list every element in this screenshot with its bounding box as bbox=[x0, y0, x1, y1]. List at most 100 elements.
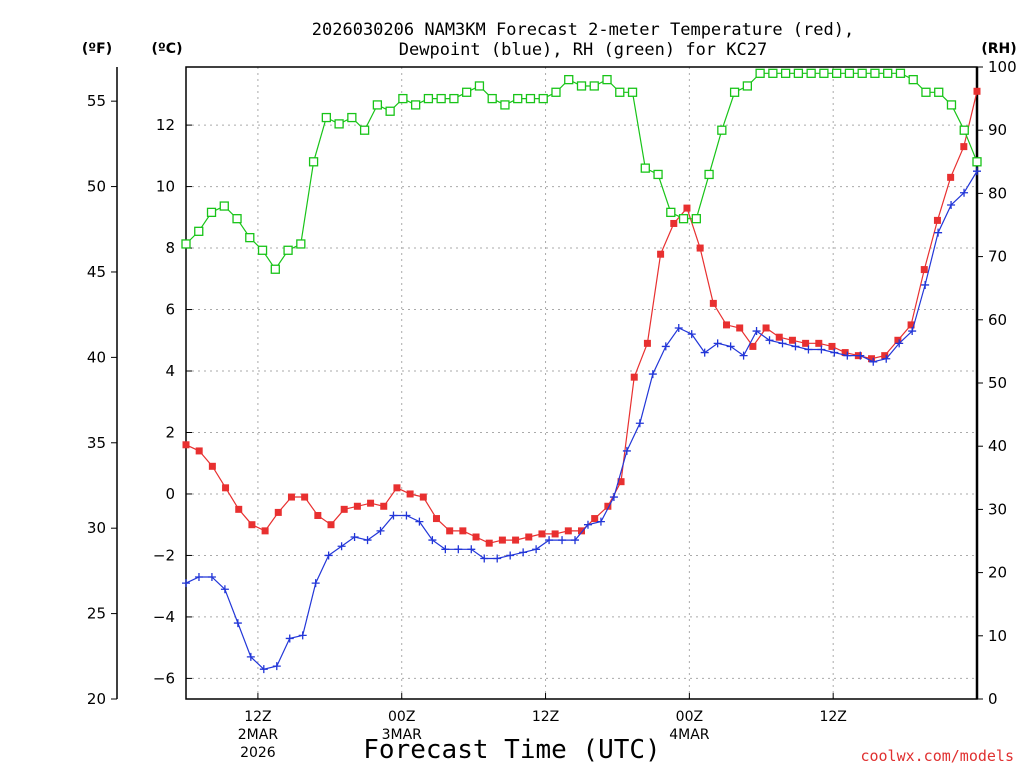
temperature-point bbox=[775, 333, 783, 341]
rh-tick-label: 0 bbox=[988, 690, 998, 708]
temperature-point bbox=[723, 321, 731, 329]
rh-point bbox=[551, 87, 561, 97]
dewpoint-point bbox=[609, 493, 618, 502]
temperature-point bbox=[340, 505, 348, 513]
rh-tick-label: 20 bbox=[988, 564, 1007, 582]
dewpoint-point bbox=[207, 572, 216, 581]
rh-point bbox=[219, 201, 229, 211]
rh-point bbox=[500, 100, 510, 110]
temperature-point bbox=[301, 493, 309, 501]
rh-point bbox=[870, 68, 880, 78]
rh-tick-label: 10 bbox=[988, 627, 1007, 645]
celsius-unit-label: (ºC) bbox=[152, 41, 183, 57]
temperature-point bbox=[643, 339, 651, 347]
rh-point bbox=[525, 93, 536, 104]
dewpoint-point bbox=[571, 536, 580, 545]
credit-text: coolwx.com/models bbox=[860, 747, 1014, 765]
rh-point bbox=[742, 81, 753, 91]
rh-point bbox=[883, 68, 893, 78]
x-date-label: 2MAR bbox=[238, 727, 279, 743]
temperature-point bbox=[182, 441, 190, 449]
f-tick-label: 25 bbox=[87, 605, 106, 623]
dewpoint-point bbox=[596, 517, 605, 526]
rh-point bbox=[768, 68, 778, 78]
rh-point bbox=[934, 87, 944, 97]
temperature-point bbox=[604, 502, 612, 510]
plot-frame bbox=[185, 66, 978, 700]
temperature-point bbox=[512, 536, 520, 544]
series-temperature bbox=[182, 87, 981, 547]
temperature-point bbox=[459, 527, 467, 535]
temperature-point bbox=[380, 502, 388, 510]
rh-point bbox=[513, 93, 523, 104]
dewpoint-point bbox=[973, 167, 981, 176]
temperature-point bbox=[261, 527, 269, 535]
rh-point bbox=[615, 87, 625, 97]
rh-point bbox=[576, 81, 587, 91]
dewpoint-point bbox=[674, 323, 683, 332]
rh-point bbox=[666, 207, 676, 218]
temperature-point bbox=[367, 499, 375, 507]
f-tick-label: 55 bbox=[87, 92, 106, 110]
rh-point bbox=[832, 68, 842, 78]
x-date-label: 3MAR bbox=[382, 727, 423, 743]
dewpoint-point bbox=[856, 351, 865, 360]
rh-point bbox=[780, 68, 791, 78]
dewpoint-point bbox=[350, 533, 359, 542]
temperature-point bbox=[591, 515, 599, 523]
rh-point bbox=[206, 207, 217, 218]
dewpoint-point bbox=[415, 517, 424, 526]
dewpoint-point bbox=[441, 545, 450, 554]
data-series bbox=[181, 68, 982, 674]
temperature-point bbox=[947, 173, 955, 181]
rh-point bbox=[487, 93, 497, 104]
rh-tick-label: 80 bbox=[988, 184, 1007, 202]
c-tick-label: 6 bbox=[165, 301, 175, 319]
series-dewpoint bbox=[182, 167, 981, 674]
temperature-point bbox=[617, 478, 625, 486]
c-tick-label: 0 bbox=[165, 485, 175, 503]
dewpoint-point bbox=[182, 579, 190, 588]
rh-point bbox=[423, 93, 434, 104]
temperature-point bbox=[736, 324, 744, 332]
dewpoint-point bbox=[739, 351, 748, 360]
temperature-point bbox=[683, 204, 691, 212]
rh-point bbox=[347, 112, 357, 123]
x-year-label: 2026 bbox=[240, 745, 276, 761]
temperature-point bbox=[248, 521, 256, 529]
dewpoint-point bbox=[713, 339, 722, 348]
dewpoint-point bbox=[960, 188, 969, 197]
rh-point bbox=[449, 93, 459, 104]
c-tick-label: 12 bbox=[156, 116, 175, 134]
rh-point bbox=[232, 214, 242, 224]
dewpoint-point bbox=[480, 554, 489, 563]
rh-point bbox=[627, 87, 638, 97]
rh-point bbox=[589, 81, 599, 91]
temperature-point bbox=[973, 87, 981, 95]
dewpoint-point bbox=[700, 348, 709, 357]
chart-title-line-2: Dewpoint (blue), RH (green) for KC27 bbox=[399, 40, 767, 60]
rh-point bbox=[245, 232, 255, 243]
rh-point bbox=[410, 100, 421, 110]
rh-point bbox=[436, 93, 446, 104]
temperature-point bbox=[393, 484, 401, 492]
rh-tick-label: 30 bbox=[988, 500, 1007, 518]
rh-point bbox=[334, 119, 344, 129]
dewpoint-point bbox=[765, 336, 774, 345]
dewpoint-point bbox=[324, 551, 333, 560]
f-tick-label: 45 bbox=[87, 263, 106, 281]
c-tick-label: −2 bbox=[153, 546, 175, 564]
dewpoint-point bbox=[376, 526, 385, 535]
rh-tick-label: 50 bbox=[988, 374, 1007, 392]
dewpoint-point bbox=[648, 370, 657, 379]
temperature-point bbox=[841, 349, 849, 357]
temperature-point bbox=[235, 505, 243, 513]
temperature-point bbox=[828, 342, 836, 350]
dewpoint-point bbox=[882, 354, 891, 363]
rh-point bbox=[959, 125, 969, 135]
rh-point bbox=[921, 87, 931, 97]
dewpoint-point bbox=[687, 330, 696, 339]
rh-point bbox=[844, 68, 855, 78]
rh-point bbox=[538, 93, 548, 104]
temperature-point bbox=[314, 511, 322, 519]
